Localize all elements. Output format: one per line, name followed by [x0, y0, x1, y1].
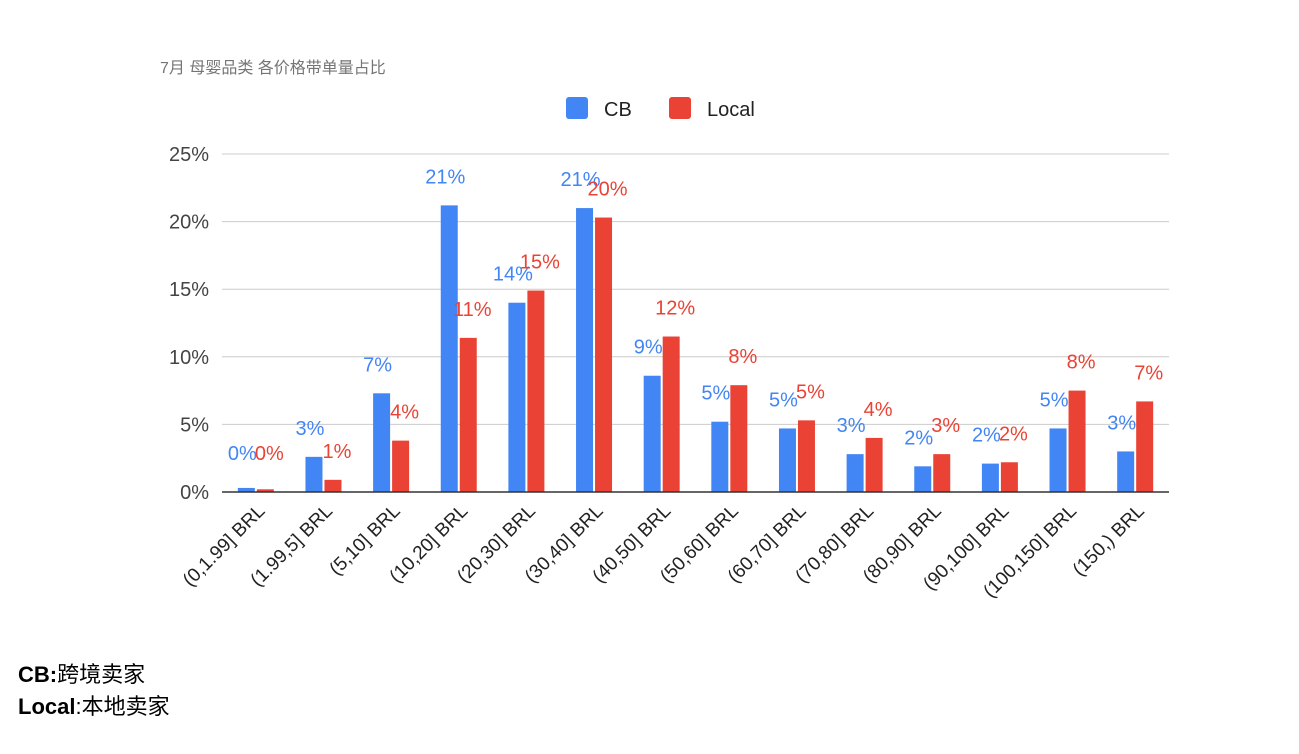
- bars-group: [237, 205, 1154, 492]
- bar-local: [459, 337, 477, 492]
- grid-lines: [222, 153, 1169, 425]
- data-label-cb: 0%: [228, 443, 257, 465]
- bar-local: [324, 479, 342, 492]
- bar-cb: [576, 208, 594, 492]
- legend-label-local: Local: [707, 99, 755, 121]
- data-label-local: 8%: [728, 346, 757, 368]
- data-label-local: 5%: [796, 381, 825, 403]
- bar-local: [1000, 462, 1018, 492]
- bar-local: [392, 440, 410, 492]
- footnote-local: Local:本地卖家: [18, 692, 170, 722]
- bar-cb: [846, 454, 864, 492]
- data-label-local: 12%: [655, 298, 695, 320]
- data-label-cb: 2%: [972, 425, 1001, 447]
- bar-cb: [508, 302, 526, 492]
- bar-local: [1068, 390, 1086, 492]
- y-tick-label: 25%: [169, 144, 209, 166]
- data-label-cb: 3%: [1107, 412, 1136, 434]
- footnote-local-sep: :: [75, 694, 82, 719]
- y-tick-label: 15%: [169, 279, 209, 301]
- y-tick-label: 0%: [180, 482, 209, 504]
- data-label-local: 2%: [999, 423, 1028, 445]
- bar-local: [256, 489, 274, 492]
- footnote-local-desc: 本地卖家: [81, 694, 170, 719]
- bar-cb: [914, 466, 932, 492]
- bar-cb: [1117, 451, 1135, 492]
- data-label-cb: 2%: [904, 427, 933, 449]
- data-label-local: 20%: [588, 179, 628, 201]
- chart-title: 7月 母婴品类 各价格带单量占比: [160, 59, 386, 77]
- data-label-cb: 7%: [363, 354, 392, 376]
- bar-cb: [237, 487, 255, 492]
- x-category-label: (150,) BRL: [1069, 501, 1149, 581]
- data-label-local: 8%: [1067, 352, 1096, 374]
- data-label-cb: 3%: [837, 415, 866, 437]
- data-label-cb: 9%: [634, 337, 663, 359]
- bar-local: [933, 454, 951, 492]
- data-label-cb: 5%: [769, 389, 798, 411]
- bar-local: [595, 217, 613, 492]
- y-tick-label: 10%: [169, 347, 209, 369]
- footnote-cb-key: CB:: [18, 662, 58, 687]
- legend-label-cb: CB: [604, 99, 632, 121]
- data-label-local: 11%: [453, 299, 492, 321]
- bar-local: [662, 336, 680, 492]
- data-label-local: 4%: [864, 399, 893, 421]
- data-label-local: 7%: [1134, 362, 1163, 384]
- bar-chart: 7月 母婴品类 各价格带单量占比 CB Local 0% 5% 10% 15% 20% 25…: [160, 59, 1169, 602]
- y-tick-label: 5%: [180, 414, 209, 436]
- bar-local: [1136, 401, 1154, 492]
- data-label-cb: 5%: [701, 383, 730, 405]
- bar-local: [527, 290, 545, 492]
- legend-swatch-local: [669, 97, 691, 119]
- data-label-cb: 21%: [425, 166, 465, 188]
- data-label-cb: 5%: [1040, 389, 1069, 411]
- y-axis: 0% 5% 10% 15% 20% 25%: [169, 144, 209, 504]
- bar-cb: [1049, 428, 1067, 492]
- footnote-cb-desc: 跨境卖家: [57, 662, 146, 687]
- y-tick-label: 20%: [169, 212, 209, 234]
- bar-cb: [305, 456, 323, 492]
- data-label-local: 15%: [520, 252, 560, 274]
- data-label-local: 3%: [931, 415, 960, 437]
- bar-cb: [778, 428, 796, 492]
- bar-cb: [643, 375, 661, 492]
- bar-cb: [440, 205, 458, 492]
- data-label-local: 1%: [323, 441, 352, 463]
- x-axis: (0,1.99] BRL(1.99,5] BRL(5,10] BRL(10,20…: [179, 491, 1169, 602]
- data-label-local: 4%: [390, 402, 419, 424]
- bar-local: [730, 385, 748, 492]
- data-label-cb: 14%: [493, 264, 533, 286]
- data-labels-group: 0%0%3%1%7%4%21%11%14%15%21%20%9%12%5%8%5…: [228, 166, 1163, 465]
- footnote-local-key: Local: [18, 694, 76, 719]
- data-label-local: 0%: [255, 443, 284, 465]
- bar-local: [797, 420, 815, 492]
- bar-cb: [981, 463, 999, 492]
- bar-local: [865, 437, 883, 492]
- bar-cb: [373, 393, 391, 492]
- legend-swatch-cb: [566, 97, 588, 119]
- chart-legend: CB Local: [566, 97, 755, 121]
- data-label-cb: 3%: [296, 418, 325, 440]
- data-label-cb: 21%: [561, 169, 601, 191]
- bar-cb: [711, 421, 729, 492]
- footnote-cb: CB:跨境卖家: [18, 660, 145, 690]
